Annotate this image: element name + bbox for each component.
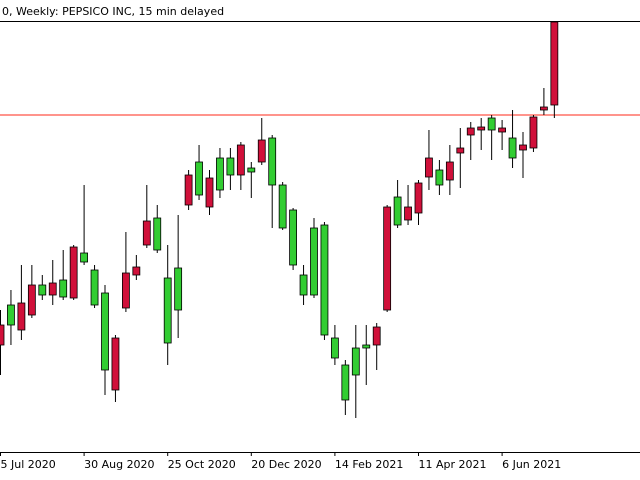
candle-body — [341, 364, 350, 401]
candle-body — [163, 277, 172, 344]
candle-body — [184, 174, 193, 206]
x-tick-label: 20 Dec 2020 — [251, 458, 321, 471]
candle-body — [101, 292, 109, 371]
candle-body — [69, 246, 78, 299]
candle-body — [38, 284, 47, 296]
candle-body — [393, 196, 402, 226]
candle-body — [466, 127, 475, 136]
candle-body — [153, 217, 162, 251]
candle-body — [205, 177, 214, 208]
candle-body — [278, 184, 287, 229]
candle-body — [519, 144, 527, 151]
x-tick-label: 14 Feb 2021 — [335, 458, 403, 471]
candle-body — [27, 284, 36, 316]
candle-body — [226, 157, 235, 176]
candle-body — [299, 274, 308, 296]
candle-body — [111, 337, 120, 391]
candle-body — [435, 169, 444, 186]
candle-body — [247, 167, 256, 173]
candle-body — [404, 206, 412, 221]
candle-body — [59, 279, 68, 298]
x-tick-label: 6 Jun 2021 — [502, 458, 561, 471]
candle-body — [498, 127, 507, 133]
candle-body — [0, 324, 5, 346]
candle-body — [362, 344, 371, 349]
candle-body — [320, 224, 329, 336]
candle-body — [80, 252, 88, 263]
candle-body — [456, 147, 465, 154]
x-tick-label: 11 Apr 2021 — [419, 458, 487, 471]
candle-body — [445, 161, 454, 181]
candle-body — [48, 282, 57, 296]
candle-body — [351, 347, 360, 376]
candle-body — [174, 267, 183, 311]
candle-body — [425, 157, 433, 178]
candle-body — [477, 126, 486, 131]
candle-body — [487, 117, 496, 131]
chart-title: 0, Weekly: PEPSICO INC, 15 min delayed — [2, 5, 224, 18]
candle-body — [257, 139, 266, 163]
candle-body — [90, 269, 99, 306]
candle-body — [216, 157, 224, 191]
candle-body — [17, 302, 26, 331]
candle-body — [236, 144, 245, 176]
candle-body — [122, 272, 130, 309]
candle-body — [550, 21, 559, 106]
candle-body — [529, 116, 538, 149]
candle-body — [383, 206, 392, 311]
candle-body — [540, 106, 548, 111]
candle-body — [7, 304, 15, 326]
x-tick-label: 30 Aug 2020 — [84, 458, 154, 471]
candle-body — [372, 326, 381, 346]
candle-body — [268, 137, 277, 186]
candle-body — [289, 209, 298, 266]
x-tick-label: 25 Oct 2020 — [168, 458, 236, 471]
candle-body — [414, 182, 423, 214]
x-tick-label: 5 Jul 2020 — [1, 458, 56, 471]
candle-body — [132, 266, 141, 276]
candle-body — [508, 137, 517, 159]
candle-body — [142, 220, 151, 246]
candle-body — [310, 227, 318, 296]
candle-body — [195, 161, 203, 196]
candle-body — [330, 337, 339, 359]
